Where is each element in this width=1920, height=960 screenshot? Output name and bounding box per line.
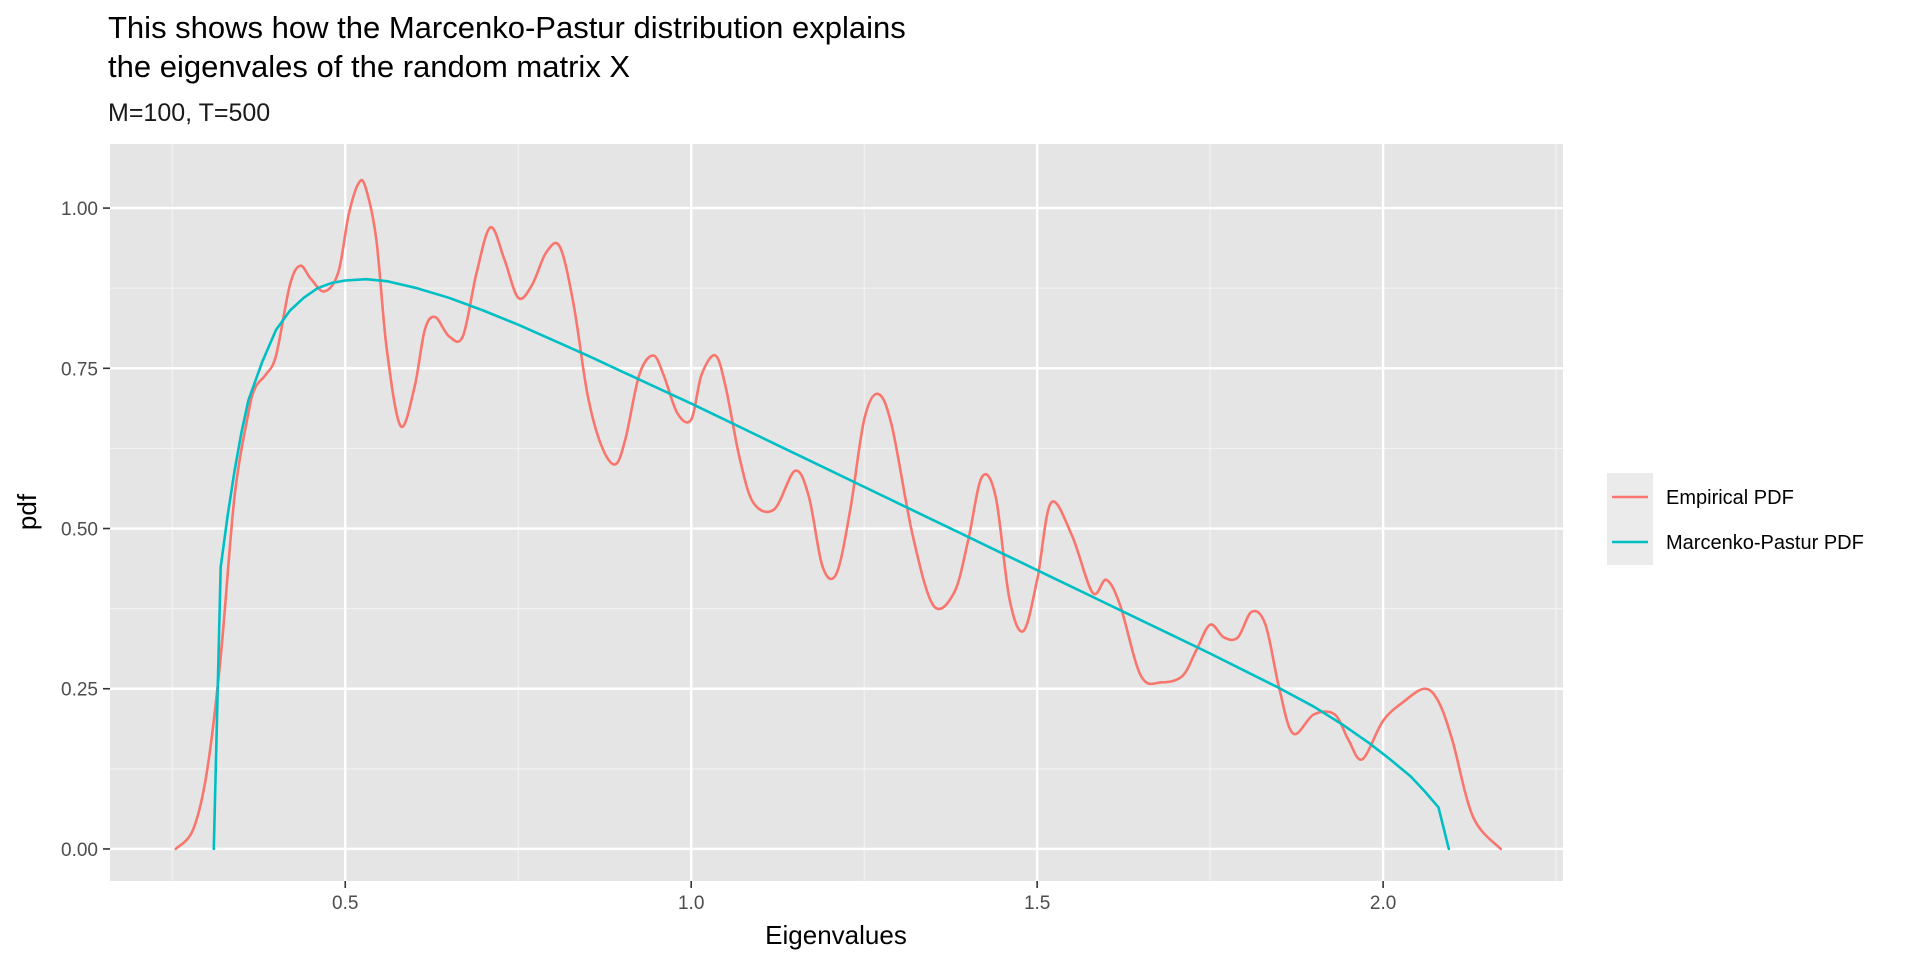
x-tick-label-2: 1.5 xyxy=(1024,893,1050,914)
x-axis-title: Eigenvalues xyxy=(765,920,907,950)
series-lines xyxy=(174,178,1503,851)
series-line-empirical-pdf xyxy=(174,178,1503,851)
y-axis-title: pdf xyxy=(12,493,42,530)
chart-subtitle: M=100, T=500 xyxy=(108,99,270,127)
x-axis-ticks: 0.5 1.0 1.5 2.0 xyxy=(332,881,1396,914)
y-tick-label-0: 0.00 xyxy=(61,840,98,861)
y-tick-label-2: 0.50 xyxy=(61,520,98,541)
legend-label-marcenko-pastur: Marcenko-Pastur PDF xyxy=(1666,532,1864,554)
y-tick-label-3: 0.75 xyxy=(61,359,98,380)
x-tick-label-3: 2.0 xyxy=(1370,893,1396,914)
chart-title-line-1: This shows how the Marcenko-Pastur distr… xyxy=(108,10,906,45)
minor-gridlines xyxy=(110,144,1563,881)
legend-label-empirical: Empirical PDF xyxy=(1666,487,1794,509)
x-tick-label-1: 1.0 xyxy=(678,893,704,914)
chart-title-line-2: the eigenvales of the random matrix X xyxy=(108,49,630,84)
series-line-marcenko-pastur-pdf xyxy=(212,277,1451,851)
major-gridlines xyxy=(110,144,1563,881)
legend: Empirical PDF Marcenko-Pastur PDF xyxy=(1607,473,1864,565)
y-axis-ticks: 0.00 0.25 0.50 0.75 1.00 xyxy=(61,199,110,861)
plot-panel xyxy=(110,144,1563,881)
y-tick-label-4: 1.00 xyxy=(61,199,98,220)
legend-keys-background xyxy=(1607,473,1653,565)
y-tick-label-1: 0.25 xyxy=(61,680,98,701)
x-tick-label-0: 0.5 xyxy=(332,893,358,914)
